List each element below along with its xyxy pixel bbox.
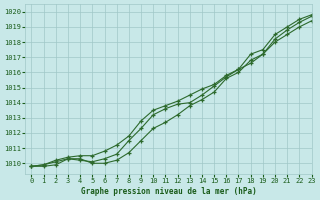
- X-axis label: Graphe pression niveau de la mer (hPa): Graphe pression niveau de la mer (hPa): [81, 187, 256, 196]
